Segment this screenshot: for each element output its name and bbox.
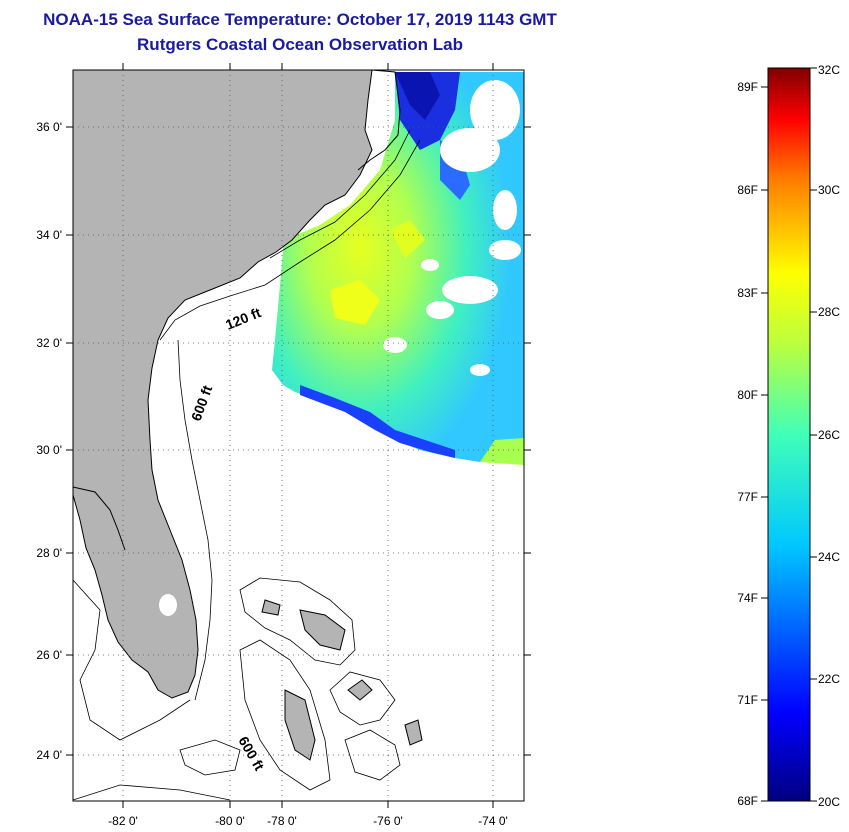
- lat-tick-label: 34 0': [36, 228, 62, 242]
- lat-tick-label: 30 0': [36, 443, 62, 457]
- colorbar-c-label: 22C: [818, 672, 840, 686]
- map-frame: [72, 69, 525, 802]
- colorbar-f-label: 89F: [737, 80, 758, 94]
- colorbar: 89F 86F 83F 80F 77F 74F 71F 68F 32C 30C …: [737, 63, 840, 809]
- us-east-coast-landmass: [73, 70, 373, 699]
- lat-tick-label: 24 0': [36, 748, 62, 762]
- colorbar-f-label: 74F: [737, 591, 758, 605]
- graticule: [73, 70, 524, 801]
- lat-tick-label: 28 0': [36, 546, 62, 560]
- lat-tick-label: 36 0': [36, 120, 62, 134]
- colorbar-c-label: 30C: [818, 183, 840, 197]
- bathymetry-contours: [73, 129, 421, 801]
- colorbar-c-label: 32C: [818, 63, 840, 77]
- colorbar-f-label: 80F: [737, 388, 758, 402]
- colorbar-f-label: 77F: [737, 490, 758, 504]
- colorbar-gradient: [767, 67, 811, 802]
- lon-tick-label: -82 0': [108, 814, 138, 828]
- lon-tick-label: -74 0': [478, 814, 508, 828]
- lat-tick-label: 32 0': [36, 336, 62, 350]
- colorbar-f-label: 68F: [737, 794, 758, 808]
- axis-ticks: [66, 63, 531, 808]
- colorbar-c-label: 20C: [818, 795, 840, 809]
- lon-tick-label: -76 0': [373, 814, 403, 828]
- colorbar-f-label: 83F: [737, 286, 758, 300]
- lake-okeechobee: [159, 594, 177, 616]
- map-area: [73, 70, 524, 801]
- map-subtitle: Rutgers Coastal Ocean Observation Lab: [137, 35, 463, 54]
- map-title: NOAA-15 Sea Surface Temperature: October…: [43, 10, 557, 29]
- colorbar-f-label: 71F: [737, 693, 758, 707]
- colorbar-c-label: 28C: [818, 305, 840, 319]
- lat-tick-label: 26 0': [36, 648, 62, 662]
- bahamas-islands: [261, 599, 423, 761]
- colorbar-f-label: 86F: [737, 183, 758, 197]
- lon-tick-label: -80 0': [215, 814, 245, 828]
- colorbar-c-label: 26C: [818, 428, 840, 442]
- lon-tick-label: -78 0': [267, 814, 297, 828]
- colorbar-c-label: 24C: [818, 550, 840, 564]
- sst-swath: [272, 72, 524, 465]
